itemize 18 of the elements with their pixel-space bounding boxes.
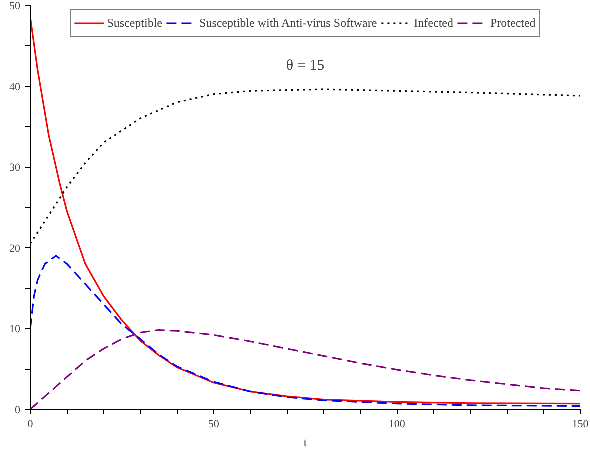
legend-label: Infected (414, 16, 454, 30)
x-tick-label: 50 (208, 418, 220, 430)
y-tick-label: 30 (10, 162, 21, 174)
y-tick-label: 10 (10, 324, 21, 336)
x-tick-label: 100 (388, 418, 406, 430)
legend-label: Susceptible (107, 16, 163, 30)
legend-label: Susceptible with Anti-virus Software (200, 16, 378, 30)
legend-label: Protected (490, 16, 536, 30)
x-axis-title: t (304, 436, 308, 450)
line-series (30, 255, 580, 408)
line-series (30, 16, 580, 405)
y-tick-label: 40 (10, 81, 21, 94)
x-tick-label: 0 (28, 418, 34, 430)
x-tick-label: 150 (572, 418, 590, 430)
y-tick-label: 20 (10, 242, 21, 255)
y-tick-label: 50 (10, 0, 21, 12)
y-tick-label: 0 (15, 404, 21, 416)
annotation: θ = 15 (286, 58, 325, 74)
